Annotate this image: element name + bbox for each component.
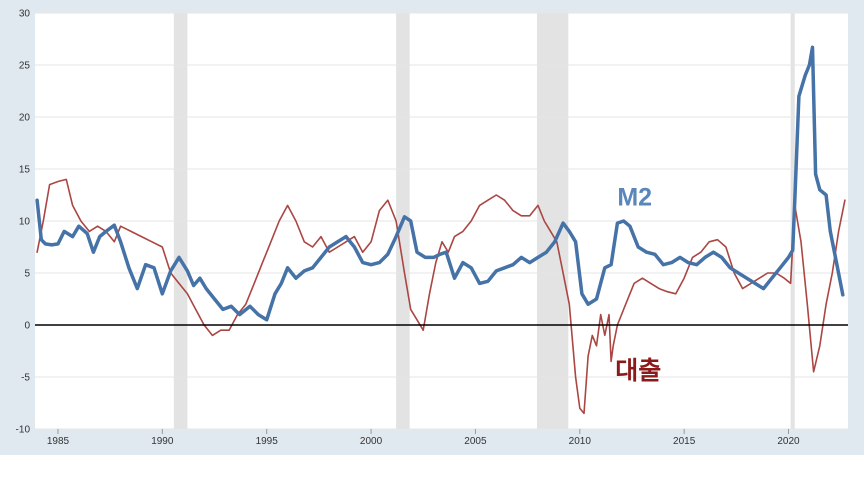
x-tick-label: 1985 <box>47 436 70 447</box>
x-tick-label: 1990 <box>151 436 174 447</box>
y-tick-label: -10 <box>16 425 31 436</box>
y-tick-label: 5 <box>24 269 30 280</box>
series-lines <box>35 45 846 415</box>
y-tick-label: 15 <box>19 165 31 176</box>
series-line-m2 <box>35 45 845 322</box>
chart-frame: -10 -5 0 5 10 15 20 25 30 1985 1990 1995 2000 2005 20… <box>0 0 864 455</box>
y-tick-label: 30 <box>19 9 31 20</box>
line-chart: -10 -5 0 5 10 15 20 25 30 1985 1990 1995 2000 2005 20… <box>16 9 848 447</box>
x-tick-label: 2010 <box>569 436 592 447</box>
y-tick-label: 0 <box>24 321 30 332</box>
y-tick-label: 20 <box>19 113 31 124</box>
x-tick-label: 1995 <box>256 436 279 447</box>
loan-annotation: 대출 <box>615 356 661 385</box>
x-tick-label: 2020 <box>777 436 800 447</box>
annotations: M2 대출 <box>615 183 661 385</box>
x-tick-label: 2015 <box>673 436 696 447</box>
x-tick-label: 2005 <box>464 436 487 447</box>
series-line-loans <box>36 178 846 415</box>
m2-annotation: M2 <box>617 183 652 211</box>
x-axis-ticks: 1985 1990 1995 2000 2005 2010 2015 2020 <box>47 429 800 447</box>
y-axis-ticks: -10 -5 0 5 10 15 20 25 30 <box>16 9 31 436</box>
y-tick-label: -5 <box>21 373 30 384</box>
y-tick-label: 25 <box>19 61 31 72</box>
x-tick-label: 2000 <box>360 436 383 447</box>
y-tick-label: 10 <box>19 217 31 228</box>
gridlines <box>35 12 848 430</box>
